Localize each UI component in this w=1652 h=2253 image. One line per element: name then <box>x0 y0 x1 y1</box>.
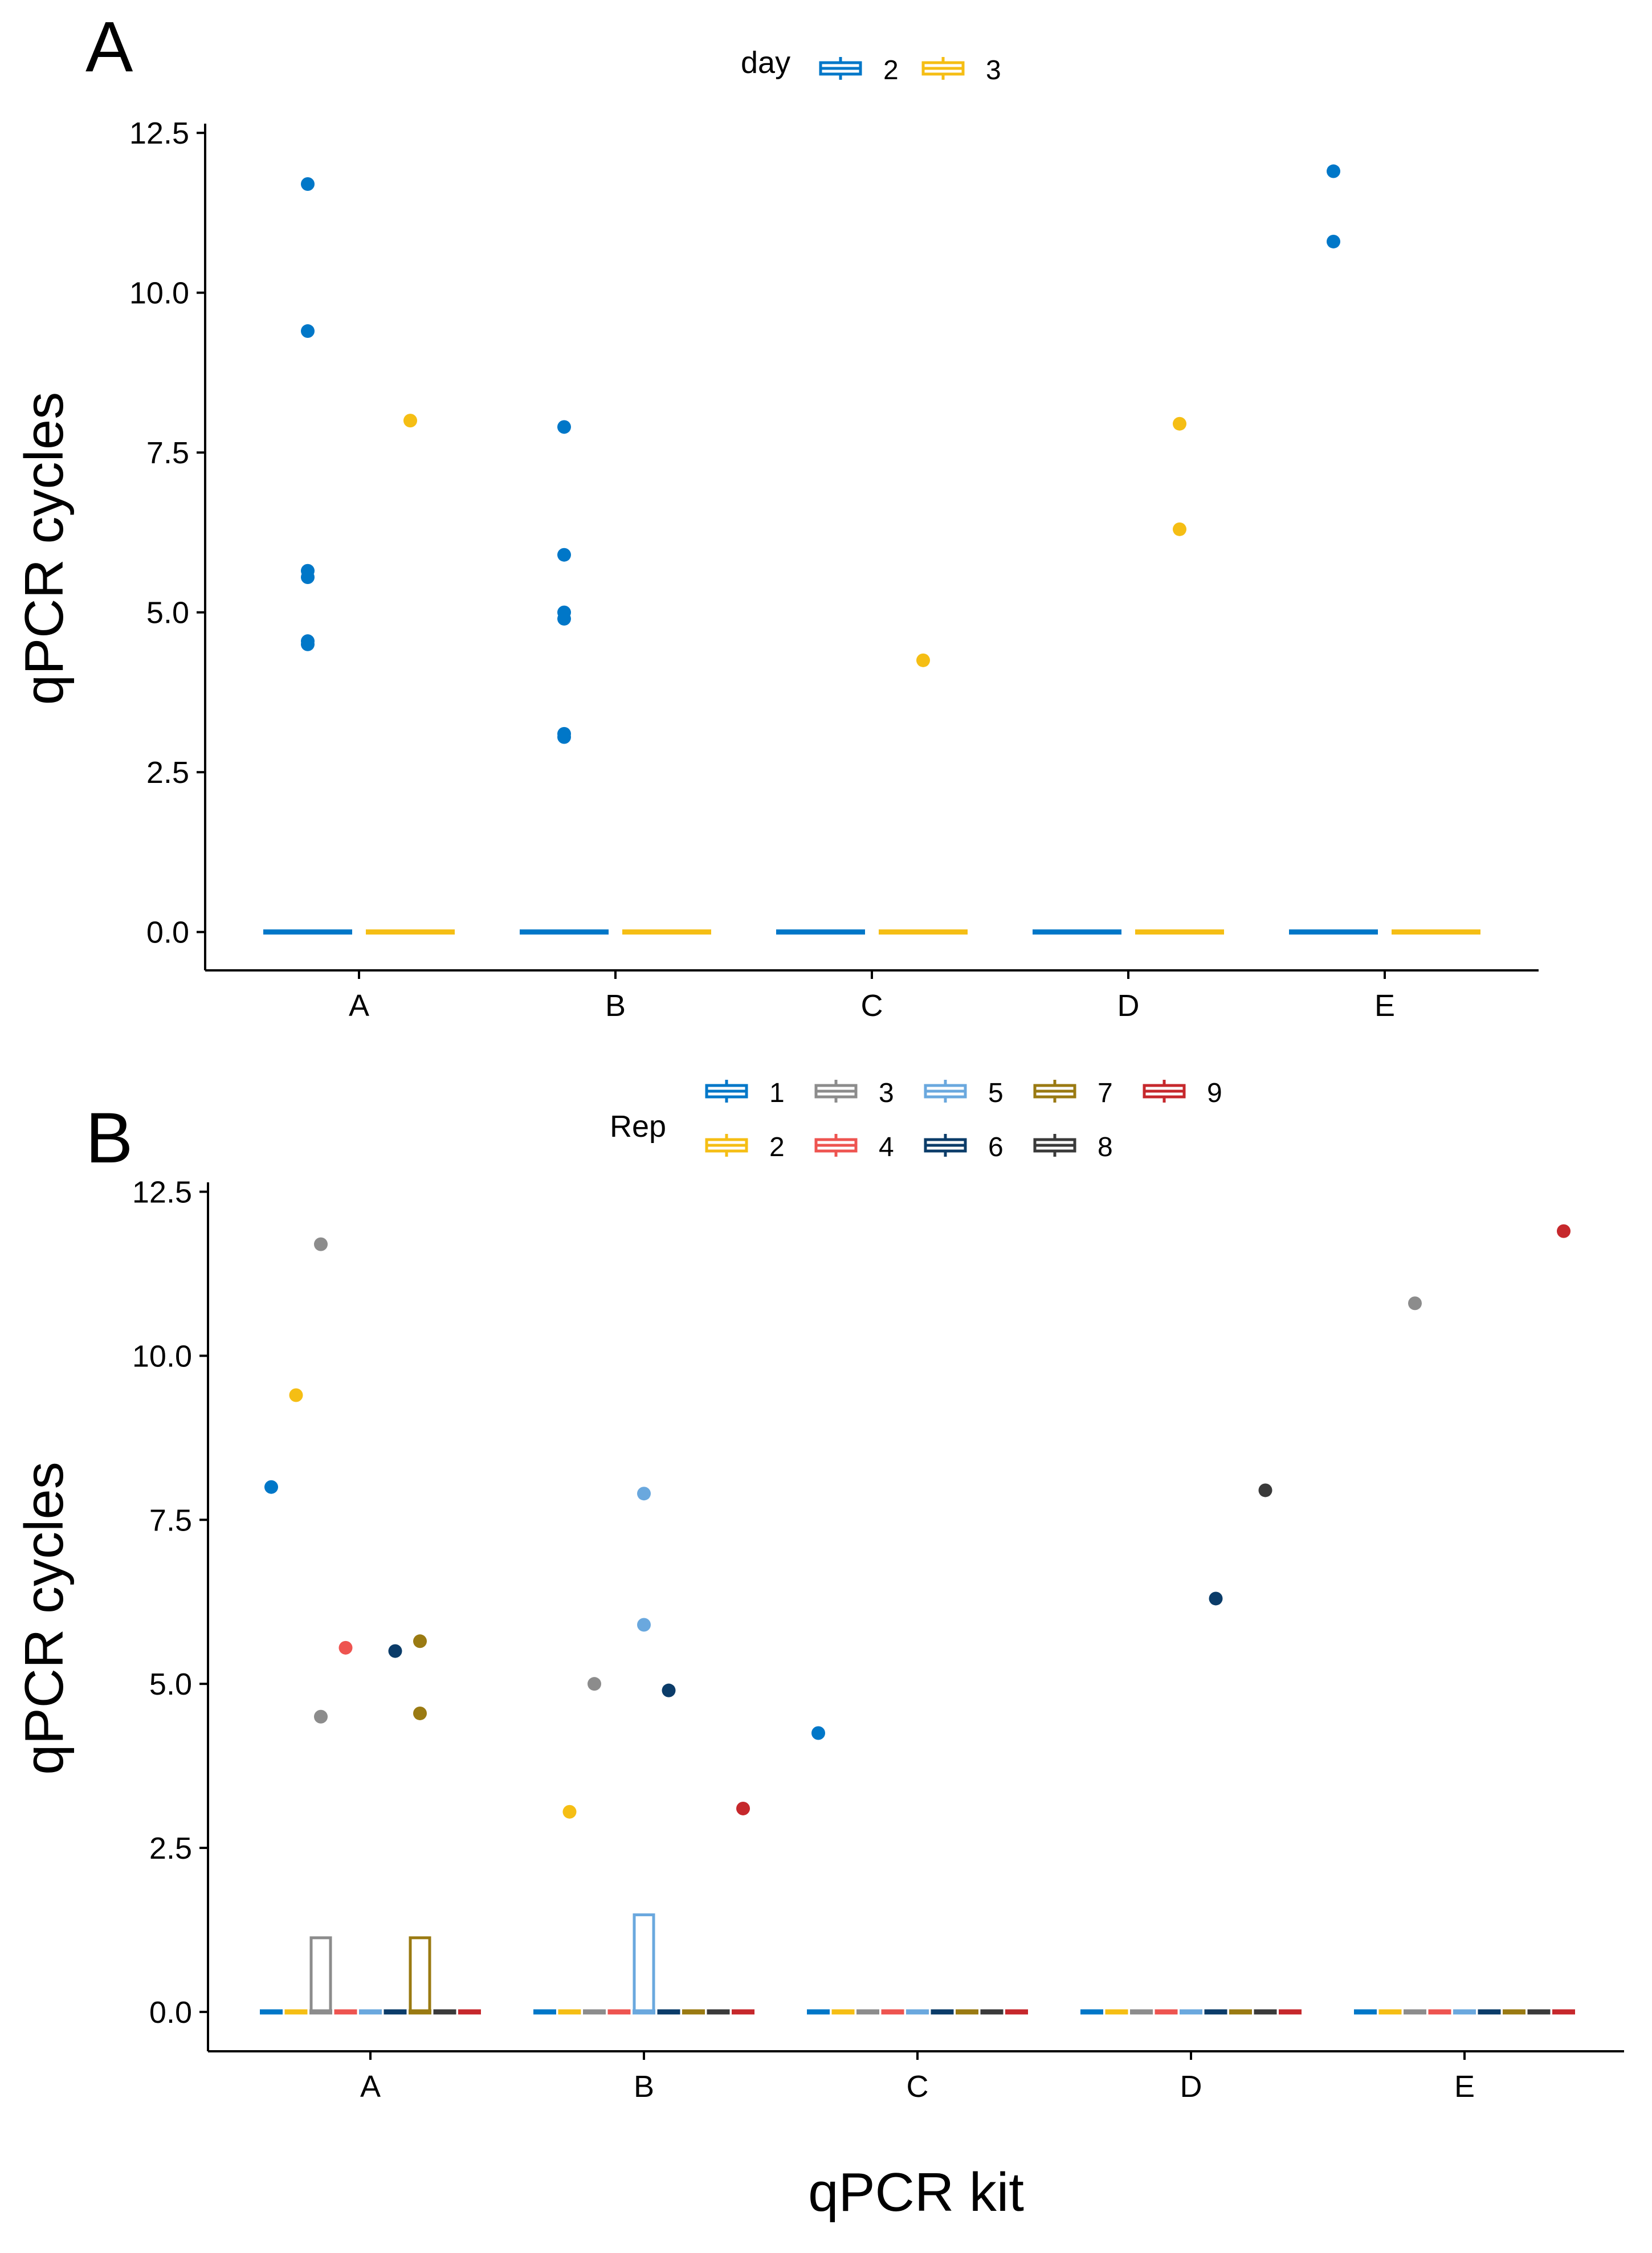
data-point <box>388 1644 402 1658</box>
y-tick-label: 12.5 <box>132 1176 192 1210</box>
data-point <box>1173 417 1186 431</box>
y-tick-label: 2.5 <box>149 1831 192 1866</box>
legend-title: Rep <box>610 1109 666 1144</box>
legend-label: 2 <box>769 1132 785 1162</box>
data-point <box>301 324 315 338</box>
legend-label: 7 <box>1098 1078 1113 1108</box>
y-tick-label: 10.0 <box>132 1339 192 1373</box>
data-point <box>264 1480 278 1494</box>
data-point <box>301 177 315 191</box>
data-point <box>811 1726 825 1740</box>
x-tick-label: A <box>349 989 369 1023</box>
data-point <box>588 1677 601 1691</box>
legend-label: 2 <box>883 55 899 85</box>
legend-key-6 <box>924 1134 967 1157</box>
x-tick-label: B <box>605 989 626 1023</box>
y-axis-title: qPCR cycles <box>14 1462 75 1774</box>
data-point <box>413 1634 427 1648</box>
box-7 <box>409 1936 431 2014</box>
data-point <box>1173 522 1186 536</box>
data-point <box>557 548 571 562</box>
x-tick-label: E <box>1454 2070 1475 2104</box>
data-point <box>301 637 315 651</box>
data-point <box>338 1640 353 1655</box>
data-point <box>289 1388 303 1402</box>
legend-label: 3 <box>986 55 1001 85</box>
data-point <box>662 1683 676 1697</box>
legend-label: 3 <box>879 1078 894 1108</box>
legend-label: 5 <box>988 1078 1004 1108</box>
legend-key-2 <box>705 1134 748 1157</box>
x-tick-label: C <box>907 2070 929 2104</box>
y-axis-title: qPCR cycles <box>14 392 75 705</box>
x-tick-label: B <box>634 2070 654 2104</box>
panel-label: A <box>85 7 133 87</box>
y-tick-label: 7.5 <box>149 1503 192 1537</box>
data-point <box>736 1801 750 1815</box>
box-5 <box>633 1913 655 2014</box>
data-point <box>557 611 571 626</box>
data-point <box>557 420 571 434</box>
y-tick-label: 12.5 <box>129 116 189 150</box>
x-axis-title: qPCR kit <box>808 2162 1024 2223</box>
y-tick-label: 5.0 <box>149 1667 192 1701</box>
legend-key-5 <box>924 1080 967 1103</box>
data-point <box>314 1709 328 1724</box>
legend-key-2 <box>819 57 862 80</box>
data-point <box>1258 1483 1272 1497</box>
y-tick-label: 5.0 <box>146 596 189 630</box>
data-point <box>637 1487 651 1501</box>
legend-label: 1 <box>769 1078 785 1108</box>
legend-key-3 <box>814 1080 858 1103</box>
box-3 <box>309 1936 332 2014</box>
y-tick-label: 7.5 <box>146 436 189 470</box>
legend-key-4 <box>814 1134 858 1157</box>
data-point <box>1408 1296 1422 1311</box>
panel-label: B <box>85 1099 133 1178</box>
data-point <box>637 1618 651 1632</box>
legend-key-1 <box>705 1080 748 1103</box>
data-point <box>314 1237 328 1251</box>
y-tick-label: 0.0 <box>149 1995 192 2030</box>
data-point <box>403 414 417 428</box>
x-tick-label: D <box>1180 2070 1202 2104</box>
y-tick-label: 2.5 <box>146 756 189 790</box>
data-point <box>1557 1224 1571 1238</box>
y-tick-label: 10.0 <box>129 276 189 311</box>
legend-label: 9 <box>1207 1078 1222 1108</box>
data-point <box>1327 234 1340 248</box>
data-point <box>413 1706 427 1720</box>
x-tick-label: E <box>1374 989 1395 1023</box>
x-tick-label: A <box>360 2070 381 2104</box>
legend-key-7 <box>1033 1080 1076 1103</box>
legend-label: 8 <box>1098 1132 1113 1162</box>
data-point <box>1327 164 1340 178</box>
y-tick-label: 0.0 <box>146 916 189 950</box>
data-point <box>916 653 930 667</box>
legend-key-3 <box>921 57 965 80</box>
x-tick-label: D <box>1117 989 1140 1023</box>
legend-key-8 <box>1033 1134 1076 1157</box>
legend-label: 4 <box>879 1132 894 1162</box>
legend-key-9 <box>1143 1080 1186 1103</box>
data-point <box>562 1805 577 1819</box>
legend-title: day <box>741 46 790 80</box>
data-point <box>557 730 571 744</box>
data-point <box>301 570 315 584</box>
x-tick-label: C <box>861 989 883 1023</box>
data-point <box>1209 1591 1223 1606</box>
legend-label: 6 <box>988 1132 1004 1162</box>
